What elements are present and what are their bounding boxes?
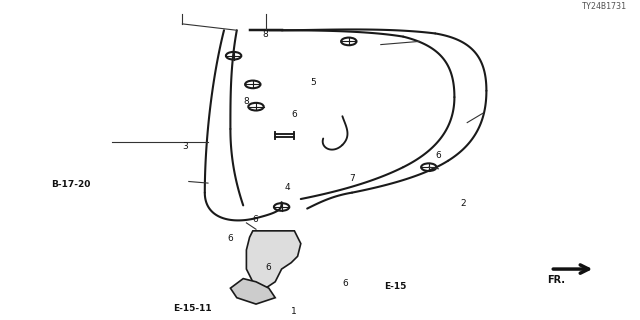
Text: 2: 2 — [461, 199, 467, 208]
Text: 4: 4 — [285, 183, 291, 192]
Text: 8: 8 — [262, 30, 268, 39]
Text: 7: 7 — [349, 173, 355, 182]
Text: 6: 6 — [435, 151, 441, 160]
Text: 6: 6 — [291, 110, 297, 119]
Text: 5: 5 — [310, 78, 316, 87]
Text: E-15: E-15 — [384, 282, 406, 291]
Text: FR.: FR. — [547, 276, 565, 285]
Text: 1: 1 — [291, 307, 297, 316]
Polygon shape — [230, 279, 275, 304]
Text: E-15-11: E-15-11 — [173, 304, 211, 313]
Text: B-17-20: B-17-20 — [51, 180, 91, 189]
Text: 6: 6 — [253, 215, 259, 224]
Text: 6: 6 — [266, 263, 271, 272]
Polygon shape — [246, 231, 301, 288]
Text: 6: 6 — [342, 279, 348, 288]
Text: 3: 3 — [182, 142, 188, 151]
Text: TY24B1731: TY24B1731 — [582, 2, 627, 11]
Text: 6: 6 — [227, 234, 233, 243]
Text: 8: 8 — [243, 97, 249, 106]
